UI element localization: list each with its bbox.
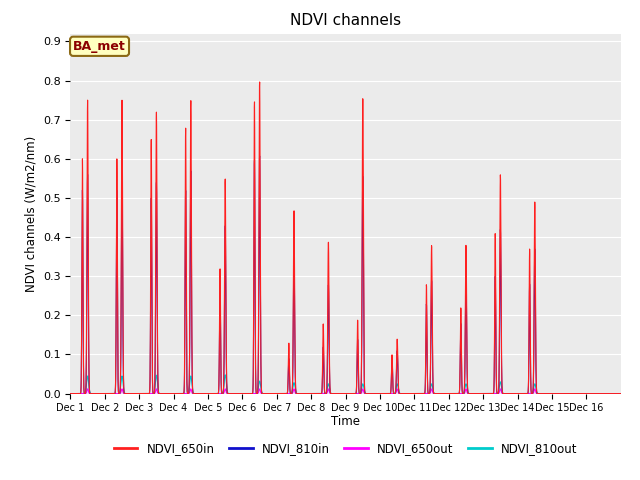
NDVI_650out <box>67 391 74 396</box>
NDVI_810out <box>533 389 541 395</box>
NDVI_650in <box>533 390 541 396</box>
NDVI_810out <box>611 391 619 396</box>
NDVI_650out <box>611 391 619 396</box>
Legend: NDVI_650in, NDVI_810in, NDVI_650out, NDVI_810out: NDVI_650in, NDVI_810in, NDVI_650out, NDV… <box>109 437 582 460</box>
NDVI_650in <box>617 391 625 396</box>
NDVI_810in <box>417 391 424 396</box>
Line: NDVI_810in: NDVI_810in <box>70 156 621 394</box>
Line: NDVI_650in: NDVI_650in <box>70 82 621 394</box>
NDVI_650out <box>179 391 187 396</box>
NDVI_810in <box>555 391 563 396</box>
NDVI_810in <box>465 391 472 396</box>
NDVI_650in <box>500 391 508 396</box>
NDVI_810in <box>67 391 74 396</box>
Line: NDVI_810out: NDVI_810out <box>70 375 621 394</box>
NDVI_650out <box>465 391 472 396</box>
NDVI_650out <box>557 391 565 396</box>
NDVI_810in <box>611 391 619 396</box>
NDVI_810out <box>500 391 508 396</box>
Line: NDVI_650out: NDVI_650out <box>70 389 621 394</box>
NDVI_650in <box>179 391 187 396</box>
NDVI_650out <box>84 386 92 392</box>
X-axis label: Time: Time <box>331 415 360 428</box>
NDVI_810in <box>256 153 264 159</box>
Title: NDVI channels: NDVI channels <box>290 13 401 28</box>
NDVI_810in <box>533 390 541 396</box>
NDVI_810out <box>417 391 424 396</box>
NDVI_650out <box>533 391 541 396</box>
NDVI_650out <box>417 391 424 396</box>
NDVI_810out <box>617 391 625 396</box>
NDVI_650in <box>555 391 563 396</box>
NDVI_650out <box>500 391 508 396</box>
NDVI_810out <box>179 391 187 396</box>
NDVI_650in <box>256 79 264 85</box>
NDVI_650in <box>611 391 619 396</box>
Y-axis label: NDVI channels (W/m2/nm): NDVI channels (W/m2/nm) <box>24 135 37 292</box>
NDVI_810in <box>500 391 508 396</box>
NDVI_810out <box>465 390 472 396</box>
NDVI_650in <box>417 391 424 396</box>
NDVI_810out <box>67 391 74 396</box>
NDVI_810out <box>221 372 229 378</box>
NDVI_810in <box>617 391 625 396</box>
NDVI_810in <box>179 391 187 396</box>
NDVI_810out <box>571 391 579 396</box>
NDVI_650out <box>617 391 625 396</box>
NDVI_650in <box>67 391 74 396</box>
Text: BA_met: BA_met <box>73 40 126 53</box>
NDVI_650in <box>465 391 472 396</box>
